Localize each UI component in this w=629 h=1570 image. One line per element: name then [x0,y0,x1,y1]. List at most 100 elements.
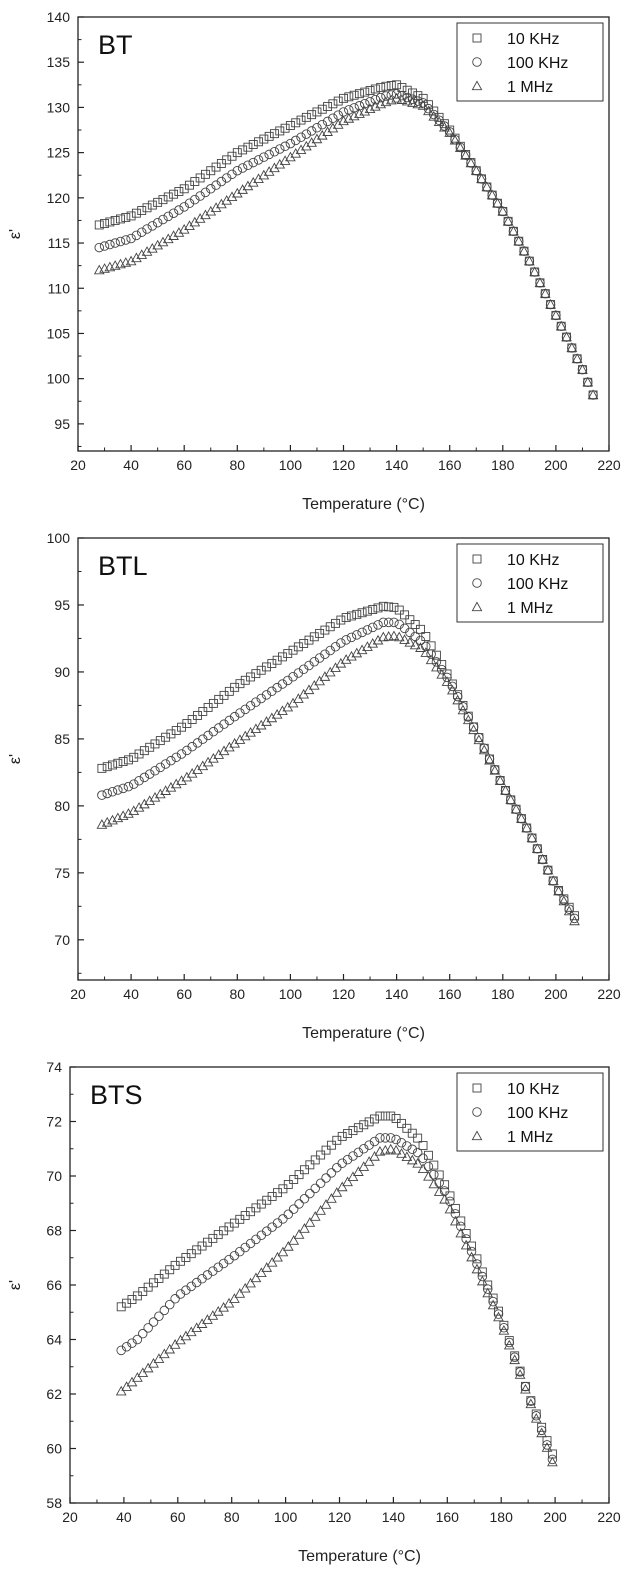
data-point [187,741,197,752]
data-point [171,752,181,763]
data-point [516,813,527,823]
data-point [477,1271,488,1282]
data-point [373,620,383,630]
data-point [116,1345,126,1356]
data-point [420,647,432,657]
x-tick-label: 180 [491,457,515,473]
data-point [407,1144,418,1155]
data-point [357,608,367,618]
panel-label: BT [98,30,133,60]
data-point [126,211,136,221]
data-point [259,152,269,162]
data-point [256,693,266,704]
data-point [237,163,248,173]
data-point [413,96,423,106]
data-point [353,1166,364,1176]
data-point [363,1156,375,1166]
data-point [144,769,155,779]
data-point [128,805,140,816]
data-point [255,719,267,730]
legend-label: 100 KHz [507,576,568,593]
data-point [456,1221,466,1232]
data-point [328,113,338,124]
data-point [282,1241,294,1251]
data-point [343,113,355,123]
data-point [223,1297,235,1308]
data-point [439,1193,450,1204]
x-tick-label: 200 [544,457,568,473]
data-point [488,1293,498,1303]
data-point [213,723,224,733]
data-point [274,158,286,169]
data-point [566,342,578,353]
data-point [423,1171,434,1181]
data-point [234,734,246,744]
x-tick-label: 160 [438,986,462,1002]
y-axis-title: ε' [7,229,24,239]
data-point [376,82,386,92]
data-point [184,198,195,209]
data-point [418,1141,428,1150]
data-point [208,726,219,737]
data-point [99,241,110,251]
data-point [386,81,396,90]
data-point [452,691,463,702]
data-point [142,224,152,234]
data-point [553,886,564,896]
series-triangle [115,1143,558,1467]
data-point [312,123,322,133]
data-point [520,1381,531,1392]
data-point [358,1161,370,1171]
data-point [134,776,144,786]
data-point [571,353,583,363]
legend: 10 KHz 100 KHz 1 MHz [456,543,604,623]
data-point [275,144,285,154]
data-point [251,697,261,707]
data-point [445,1191,455,1201]
data-point [348,1151,358,1161]
data-point [488,1296,498,1307]
data-point [248,157,258,168]
data-point [479,743,489,754]
x-tick-label: 220 [597,1509,621,1525]
data-point [368,605,378,614]
data-point [149,791,161,802]
data-point [304,1217,316,1227]
data-point [418,98,428,108]
data-point [229,711,240,722]
data-point [235,679,245,689]
series-circle [116,1133,558,1465]
x-tick-label: 20 [70,986,86,1002]
data-point [159,1305,170,1316]
data-point [450,1215,461,1226]
data-point [563,905,575,916]
y-tick-label: 100 [47,530,71,546]
data-point [323,102,333,111]
data-point [460,149,471,160]
data-point [429,1169,439,1180]
data-point [332,1162,342,1173]
data-point [472,1259,482,1269]
legend-label: 100 KHz [507,1105,568,1122]
data-point [123,781,134,792]
data-point [370,84,380,94]
data-point [523,255,535,266]
data-point [277,652,287,662]
data-point [320,1199,332,1209]
y-tick-label: 105 [47,325,71,341]
x-tick-label: 100 [279,457,303,473]
legend-label: 10 KHz [507,552,559,569]
y-tick-label: 74 [46,1059,62,1075]
data-point [537,853,548,864]
data-point [147,200,157,210]
data-point [461,1229,471,1238]
data-point [348,110,360,121]
data-point [342,1154,353,1165]
data-point [378,601,388,611]
data-point [359,98,370,109]
data-point [484,754,495,765]
data-point [558,895,570,906]
x-tick-label: 140 [385,457,409,473]
data-point [555,320,567,331]
